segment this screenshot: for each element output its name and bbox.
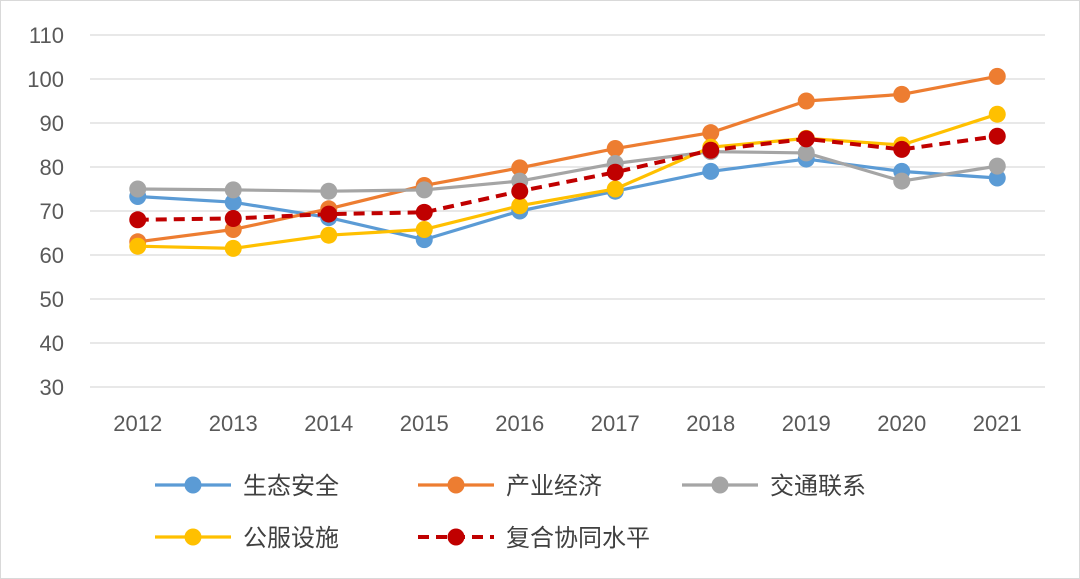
- y-tick-label: 70: [40, 199, 64, 224]
- y-axis-ticks: 30 40 50 60 70 80 90 100 110: [27, 23, 64, 400]
- legend-marker: [184, 528, 202, 546]
- y-tick-label: 60: [40, 243, 64, 268]
- y-tick-label: 100: [27, 67, 64, 92]
- series-line: [137, 134, 998, 222]
- legend-label: 产业经济: [506, 472, 602, 500]
- legend-item: 交通联系: [682, 472, 866, 500]
- data-point: [702, 162, 720, 180]
- series-line: [137, 74, 998, 244]
- data-point: [893, 140, 911, 158]
- series-lines: [129, 67, 1006, 257]
- data-point: [893, 85, 911, 103]
- legend-marker: [711, 476, 729, 494]
- data-point: [129, 180, 147, 198]
- data-point: [224, 239, 242, 257]
- data-point: [988, 169, 1006, 187]
- x-tick-label: 2018: [686, 411, 735, 436]
- gridlines: [90, 34, 1045, 388]
- x-tick-label: 2019: [782, 411, 831, 436]
- data-point: [702, 124, 720, 142]
- x-tick-label: 2015: [400, 411, 449, 436]
- data-point: [893, 172, 911, 190]
- data-point: [415, 203, 433, 221]
- data-point: [797, 92, 815, 110]
- series-2: [129, 143, 1006, 200]
- legend-label: 生态安全: [243, 472, 339, 500]
- data-point: [797, 144, 815, 162]
- data-point: [988, 105, 1006, 123]
- data-point: [129, 211, 147, 229]
- legend-marker: [184, 476, 202, 494]
- legend-marker: [447, 476, 465, 494]
- legend-marker: [447, 528, 465, 546]
- data-point: [511, 197, 529, 215]
- x-tick-label: 2021: [973, 411, 1022, 436]
- y-tick-label: 30: [40, 375, 64, 400]
- legend-item: 产业经济: [418, 472, 602, 500]
- legend-item: 公服设施: [155, 524, 339, 552]
- legend-label: 公服设施: [243, 524, 339, 552]
- x-tick-label: 2016: [495, 411, 544, 436]
- data-point: [988, 67, 1006, 85]
- data-point: [415, 220, 433, 238]
- data-point: [606, 180, 624, 198]
- y-tick-label: 110: [29, 23, 64, 48]
- x-tick-label: 2014: [304, 411, 353, 436]
- y-tick-label: 90: [40, 111, 64, 136]
- data-point: [415, 181, 433, 199]
- data-point: [988, 127, 1006, 145]
- legend-label: 复合协同水平: [506, 524, 650, 552]
- y-tick-label: 50: [40, 287, 64, 312]
- data-point: [224, 193, 242, 211]
- series-line: [137, 157, 998, 242]
- series-0: [129, 150, 1006, 249]
- x-axis-ticks: 2012 2013 2014 2015 2016 2017 2018 2019 2020 2021: [113, 411, 1021, 436]
- data-point: [224, 181, 242, 199]
- data-point: [702, 141, 720, 159]
- legend-item: 生态安全: [155, 472, 339, 500]
- legend-label: 交通联系: [770, 472, 866, 500]
- data-point: [320, 182, 338, 200]
- series-line: [137, 150, 998, 193]
- legend-item: 复合协同水平: [418, 524, 650, 552]
- series-1: [129, 67, 1006, 251]
- x-tick-label: 2020: [877, 411, 926, 436]
- data-point: [320, 226, 338, 244]
- data-point: [224, 209, 242, 227]
- data-point: [129, 237, 147, 255]
- y-tick-label: 40: [40, 331, 64, 356]
- x-tick-label: 2012: [113, 411, 162, 436]
- series-4: [129, 127, 1006, 229]
- data-point: [511, 182, 529, 200]
- data-point: [606, 140, 624, 158]
- x-tick-label: 2017: [591, 411, 640, 436]
- x-tick-label: 2013: [209, 411, 258, 436]
- data-point: [797, 130, 815, 148]
- series-line: [137, 112, 998, 250]
- data-point: [988, 157, 1006, 175]
- data-point: [606, 163, 624, 181]
- data-point: [511, 159, 529, 177]
- data-point: [320, 205, 338, 223]
- y-tick-label: 80: [40, 155, 64, 180]
